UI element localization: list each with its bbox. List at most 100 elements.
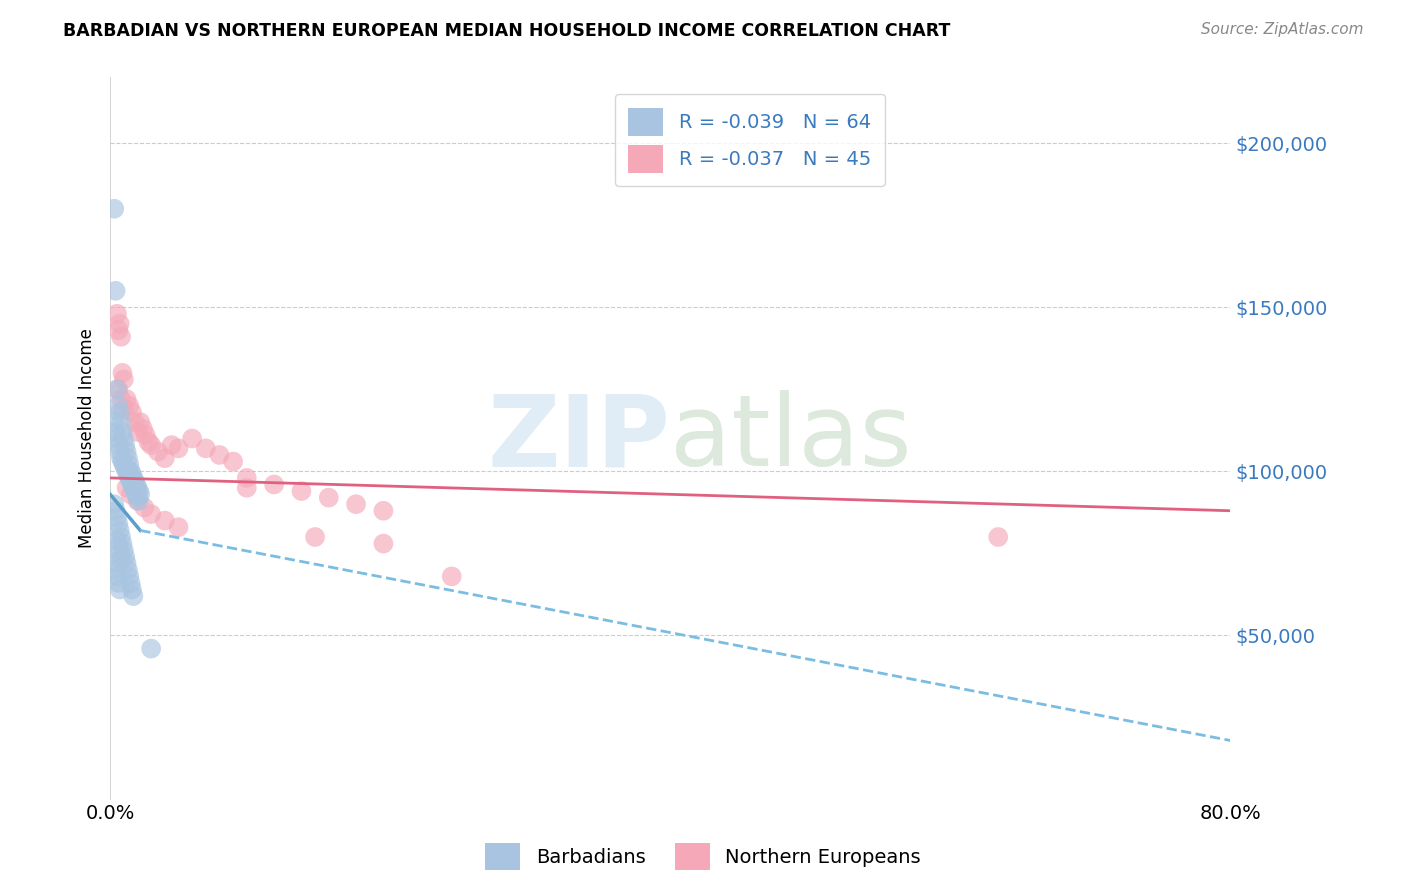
Point xyxy=(110,530,132,544)
Point xyxy=(141,507,163,521)
Point xyxy=(128,494,150,508)
Point xyxy=(167,520,190,534)
Point xyxy=(112,543,135,558)
Point xyxy=(121,477,143,491)
Point xyxy=(108,524,131,538)
Point xyxy=(124,415,146,429)
Point xyxy=(105,533,128,548)
Point xyxy=(120,464,142,478)
Point xyxy=(153,451,176,466)
Point xyxy=(146,444,169,458)
Point xyxy=(121,405,143,419)
Point xyxy=(112,458,135,472)
Point xyxy=(118,569,141,583)
Point xyxy=(107,382,129,396)
Point xyxy=(236,471,259,485)
Point xyxy=(110,415,132,429)
Point xyxy=(105,382,128,396)
Point xyxy=(112,372,135,386)
Point xyxy=(120,487,142,501)
Point xyxy=(373,504,395,518)
Point xyxy=(153,514,176,528)
Point xyxy=(118,458,141,472)
Point xyxy=(108,546,131,560)
Point xyxy=(108,405,131,419)
Point xyxy=(121,467,143,482)
Point xyxy=(115,556,138,570)
Point xyxy=(135,428,157,442)
Point xyxy=(117,467,139,482)
Point xyxy=(127,481,149,495)
Point xyxy=(114,461,136,475)
Point xyxy=(194,442,217,456)
Point xyxy=(108,317,131,331)
Point xyxy=(111,454,134,468)
Point xyxy=(112,432,135,446)
Point xyxy=(107,438,129,452)
Point xyxy=(122,481,145,495)
Point xyxy=(121,582,143,597)
Point xyxy=(125,477,148,491)
Point xyxy=(117,563,139,577)
Legend: Barbadians, Northern Europeans: Barbadians, Northern Europeans xyxy=(478,835,928,878)
Point xyxy=(107,399,129,413)
Point xyxy=(115,392,138,406)
Point xyxy=(127,494,149,508)
Point xyxy=(103,415,125,429)
Y-axis label: Median Household Income: Median Household Income xyxy=(79,328,96,549)
Point xyxy=(107,540,129,554)
Point xyxy=(110,392,132,406)
Point xyxy=(118,399,141,413)
Text: BARBADIAN VS NORTHERN EUROPEAN MEDIAN HOUSEHOLD INCOME CORRELATION CHART: BARBADIAN VS NORTHERN EUROPEAN MEDIAN HO… xyxy=(63,22,950,40)
Point xyxy=(236,481,259,495)
Point xyxy=(318,491,340,505)
Point xyxy=(118,471,141,485)
Point xyxy=(134,500,156,515)
Point xyxy=(141,641,163,656)
Point xyxy=(128,484,150,499)
Text: atlas: atlas xyxy=(671,390,912,487)
Point xyxy=(105,307,128,321)
Point xyxy=(105,432,128,446)
Point xyxy=(124,474,146,488)
Point xyxy=(344,497,367,511)
Point xyxy=(104,563,127,577)
Point xyxy=(107,576,129,591)
Point xyxy=(138,434,160,449)
Point xyxy=(103,497,125,511)
Text: ZIP: ZIP xyxy=(488,390,671,487)
Point xyxy=(111,425,134,439)
Point xyxy=(111,366,134,380)
Point xyxy=(104,425,127,439)
Point xyxy=(987,530,1010,544)
Point xyxy=(110,451,132,466)
Point xyxy=(304,530,326,544)
Point xyxy=(208,448,231,462)
Point xyxy=(125,487,148,501)
Point xyxy=(115,464,138,478)
Point xyxy=(122,471,145,485)
Point xyxy=(114,549,136,564)
Point xyxy=(114,438,136,452)
Point xyxy=(160,438,183,452)
Point xyxy=(129,415,152,429)
Point xyxy=(105,569,128,583)
Point xyxy=(124,484,146,499)
Legend: R = -0.039   N = 64, R = -0.037   N = 45: R = -0.039 N = 64, R = -0.037 N = 45 xyxy=(614,95,884,186)
Point xyxy=(263,477,285,491)
Point xyxy=(122,589,145,603)
Point xyxy=(290,484,312,499)
Point xyxy=(127,491,149,505)
Point xyxy=(107,323,129,337)
Point xyxy=(115,481,138,495)
Point xyxy=(107,516,129,531)
Point xyxy=(108,444,131,458)
Point xyxy=(117,451,139,466)
Point xyxy=(112,402,135,417)
Point xyxy=(222,454,245,468)
Point xyxy=(167,442,190,456)
Point xyxy=(104,504,127,518)
Point xyxy=(103,556,125,570)
Point xyxy=(373,536,395,550)
Point xyxy=(127,425,149,439)
